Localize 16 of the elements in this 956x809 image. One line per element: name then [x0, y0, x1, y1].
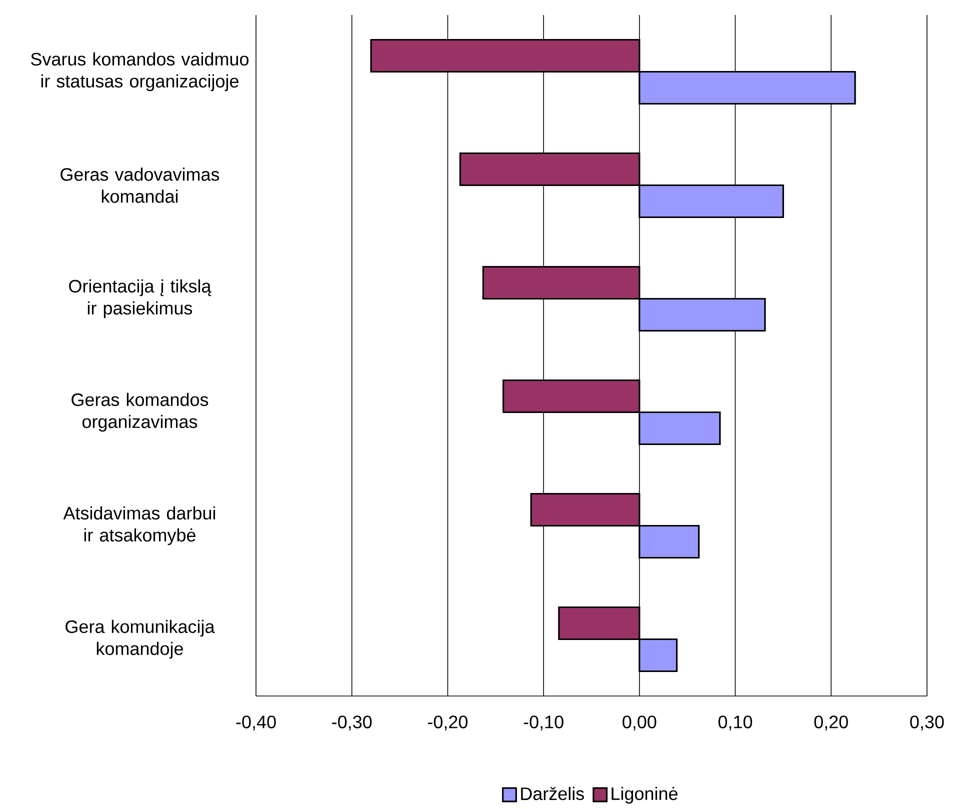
x-tick-label: -0,40: [236, 716, 276, 730]
y-tick-label: Geras vadovavimas komandai: [60, 168, 220, 203]
x-tick-label: 0,30: [910, 716, 944, 730]
y-tick-label: Svarus komandos vaidmuo ir statusas organizacijoje: [31, 52, 248, 92]
x-tick-label: -0,10: [524, 716, 564, 730]
legend-label: Ligoninė: [612, 786, 678, 804]
x-tick-label: 0,20: [814, 716, 848, 730]
y-tick-label: Geras komandos organizavimas: [72, 392, 208, 432]
y-tick-label: Orientacija į tikslą ir pasiekimus: [69, 279, 212, 318]
x-tick-label: -0,20: [428, 716, 468, 730]
x-tick-label: 0,00: [622, 716, 656, 730]
y-tick-label: Atsidavimas darbui ir atsakomybė: [63, 506, 216, 546]
y-tick-label: Gera komunikacija komandoje: [66, 620, 215, 659]
legend-label: Darželis: [521, 786, 584, 800]
x-tick-label: 0,10: [718, 716, 752, 730]
x-tick-label: -0,30: [332, 716, 372, 730]
